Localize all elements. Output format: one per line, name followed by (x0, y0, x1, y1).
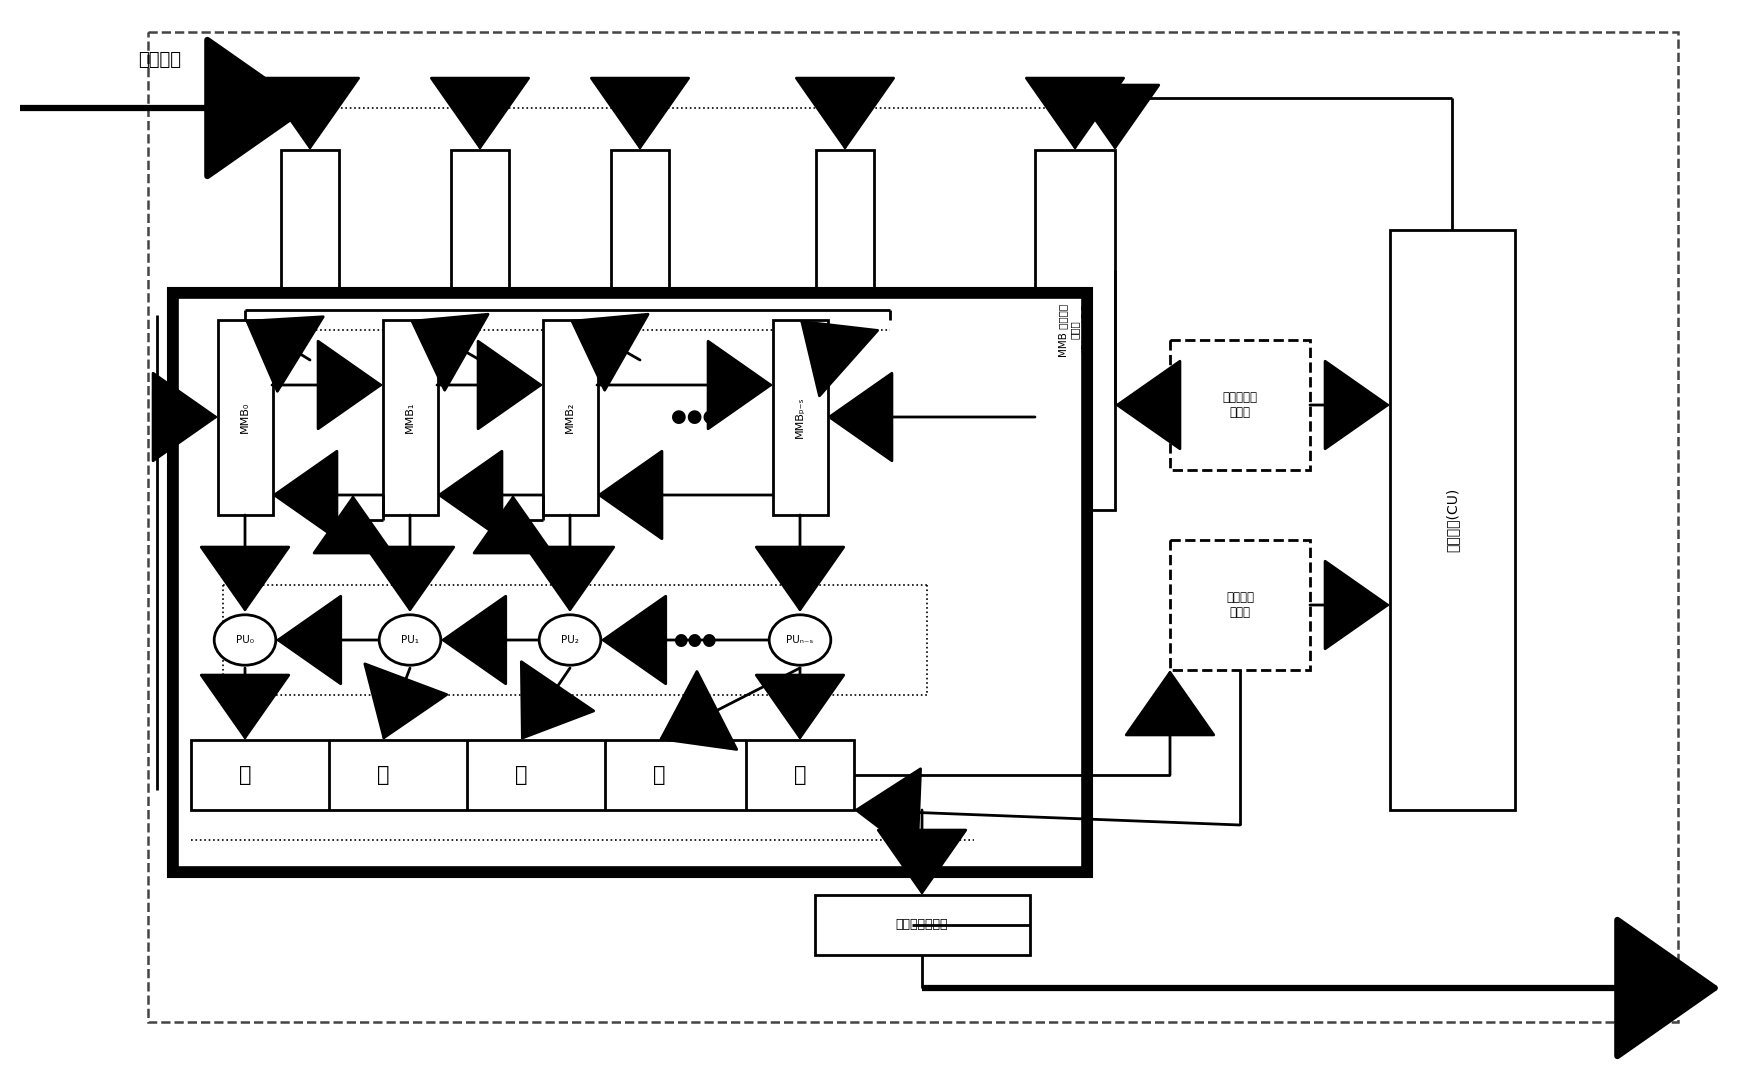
Text: 控制单元(CU): 控制单元(CU) (1444, 488, 1458, 552)
Bar (171, 290, 1089, 874)
Ellipse shape (769, 615, 830, 665)
Bar (544, 320, 598, 515)
Bar (218, 320, 273, 515)
Bar (1034, 150, 1115, 511)
Text: MMB 地址生成
控制器
○dRloadGCr.: MMB 地址生成 控制器 ○dRloadGCr. (1059, 296, 1092, 364)
Bar (1170, 540, 1310, 670)
Text: 译码输出: 译码输出 (1618, 957, 1662, 975)
Bar (772, 320, 828, 515)
Ellipse shape (215, 615, 276, 665)
Text: 器: 器 (793, 765, 806, 785)
Bar (169, 288, 1092, 877)
Bar (450, 150, 508, 360)
Text: 鄶: 鄶 (239, 765, 252, 785)
Ellipse shape (540, 615, 602, 665)
Text: MMB₂: MMB₂ (565, 402, 575, 433)
Bar (1170, 340, 1310, 470)
Text: ●●●: ●●● (672, 408, 719, 426)
Text: ●●●: ●●● (674, 631, 716, 649)
Text: MMB₁: MMB₁ (405, 402, 415, 433)
Text: MMBₚ₋ₛ: MMBₚ₋ₛ (795, 396, 806, 438)
Text: PU₂: PU₂ (561, 635, 579, 645)
Bar (816, 150, 874, 360)
Text: PUₙ₋ₛ: PUₙ₋ₛ (786, 635, 814, 645)
Bar (192, 740, 855, 810)
Text: PU₀: PU₀ (236, 635, 253, 645)
Bar (1390, 230, 1514, 810)
Text: PU₁: PU₁ (401, 635, 419, 645)
Bar (814, 895, 1031, 955)
Bar (174, 295, 1085, 870)
Bar (383, 320, 438, 515)
Text: 移位参数
存储器: 移位参数 存储器 (1226, 591, 1254, 619)
Ellipse shape (380, 615, 442, 665)
Text: 移: 移 (515, 765, 528, 785)
Text: 信道信息: 信道信息 (137, 51, 181, 69)
Bar (148, 32, 1678, 1022)
Bar (281, 150, 339, 360)
Text: 码字检验存储器: 码字检验存储器 (895, 918, 948, 931)
Text: 环: 环 (376, 765, 389, 785)
Text: 收: 收 (653, 765, 665, 785)
Text: MMB₀: MMB₀ (239, 402, 250, 433)
Bar (610, 150, 668, 360)
Text: 地址参数表
存储器: 地址参数表 存储器 (1223, 391, 1258, 419)
